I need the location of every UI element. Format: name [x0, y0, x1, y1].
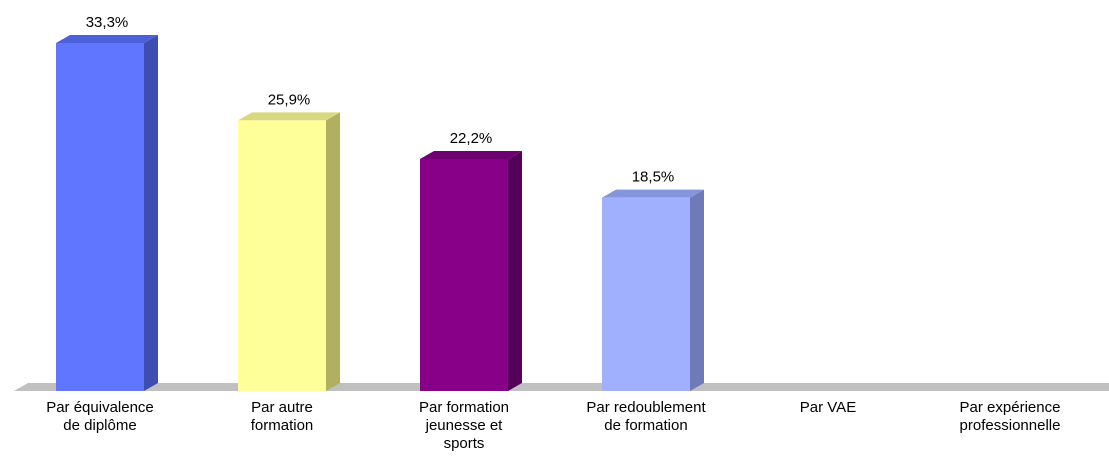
bar-top: [602, 189, 704, 198]
bar-top: [56, 35, 158, 43]
data-label: 18,5%: [632, 169, 675, 186]
bar-side: [326, 112, 340, 391]
data-label: 33,3%: [86, 14, 129, 31]
x-tick-label-line: Par formation: [418, 399, 510, 416]
x-tick-label-line: Par redoublement: [586, 399, 706, 416]
data-label: 22,2%: [450, 130, 493, 147]
x-tick-label-line: formation: [250, 417, 314, 434]
bar-side: [690, 189, 704, 391]
x-tick-label: Par autre formation: [202, 399, 362, 435]
data-label: 25,9%: [268, 91, 311, 108]
x-tick-label-line: professionnelle: [959, 417, 1061, 434]
x-tick-label-line: Par équivalence: [46, 399, 154, 416]
x-tick-label: Par formation jeunesse et sports: [384, 399, 544, 453]
bar: [420, 159, 508, 391]
bar: [602, 197, 690, 391]
x-tick-label-line: jeunesse et: [425, 417, 503, 434]
bar: [56, 43, 144, 391]
x-tick-label-line: sports: [443, 435, 485, 452]
x-tick-label-line: de formation: [604, 417, 688, 434]
x-tick-label: Par VAE: [748, 399, 908, 417]
bar-side: [508, 151, 522, 391]
x-tick-label-line: Par expérience: [959, 399, 1061, 416]
x-tick-label: Par équivalence de diplôme: [20, 399, 180, 435]
bar-top: [238, 112, 340, 121]
x-tick-label: Par expérience professionnelle: [930, 399, 1090, 435]
chart-floor: [14, 383, 1109, 391]
x-tick-label-line: Par VAE: [799, 399, 857, 416]
x-tick-label-line: de diplôme: [63, 417, 137, 434]
x-tick-label-line: Par autre: [251, 399, 313, 416]
bar-top: [420, 151, 522, 159]
bar: [238, 120, 326, 391]
bar-side: [144, 35, 158, 391]
x-tick-label: Par redoublement de formation: [566, 399, 726, 435]
